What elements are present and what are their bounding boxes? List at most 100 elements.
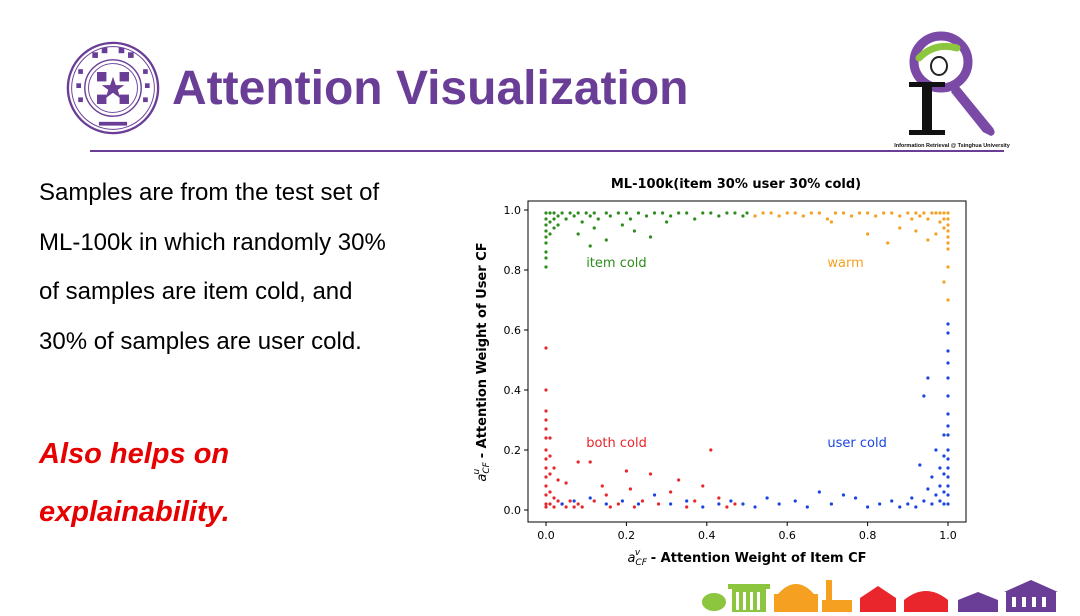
point-warm — [938, 220, 942, 224]
point-item-cold — [725, 211, 729, 215]
point-warm — [926, 217, 930, 221]
point-user-cold — [898, 505, 902, 509]
point-both-cold — [669, 490, 673, 494]
y-axis-label-math: a — [475, 474, 490, 482]
highlight-line: Also helps on — [39, 438, 230, 470]
point-both-cold — [568, 499, 572, 503]
point-item-cold — [544, 211, 548, 215]
point-item-cold — [701, 211, 705, 215]
chart-title: ML-100k(item 30% user 30% cold) — [611, 177, 861, 192]
title-divider — [90, 150, 1004, 152]
highlight-text: Also helps on explainability. — [39, 425, 399, 541]
point-both-cold — [548, 490, 552, 494]
series-label-both-cold: both cold — [586, 436, 647, 451]
plot-frame — [527, 200, 967, 523]
point-both-cold — [544, 457, 548, 461]
point-item-cold — [709, 211, 713, 215]
point-warm — [874, 214, 878, 218]
point-both-cold — [648, 472, 653, 476]
point-both-cold — [576, 460, 580, 464]
point-user-cold — [588, 496, 592, 500]
point-user-cold — [946, 376, 950, 380]
point-both-cold — [701, 484, 705, 488]
point-user-cold — [717, 502, 721, 506]
point-both-cold — [544, 466, 548, 470]
point-user-cold — [620, 499, 624, 503]
point-warm — [898, 226, 902, 230]
point-user-cold — [946, 502, 950, 506]
point-item-cold — [544, 241, 548, 245]
point-item-cold — [608, 214, 612, 218]
point-item-cold — [741, 214, 745, 218]
point-item-cold — [669, 214, 673, 218]
point-item-cold — [548, 211, 552, 215]
point-warm — [829, 220, 834, 224]
series-label-item-cold: item cold — [586, 256, 646, 271]
y-axis-label: aCFu - Attention Weight of User CF — [472, 242, 492, 481]
point-user-cold — [938, 484, 942, 488]
point-user-cold — [942, 502, 946, 506]
point-warm — [882, 211, 886, 215]
point-both-cold — [544, 409, 548, 413]
point-warm — [918, 214, 922, 218]
point-warm — [809, 211, 813, 215]
point-user-cold — [729, 499, 733, 503]
point-user-cold — [829, 502, 834, 506]
point-user-cold — [942, 433, 946, 437]
point-item-cold — [544, 250, 548, 254]
point-both-cold — [544, 388, 548, 392]
point-item-cold — [660, 211, 665, 215]
point-both-cold — [588, 460, 592, 464]
highlight-line: explainability. — [39, 496, 230, 528]
y-axis-label-text: - Attention Weight of User CF — [475, 242, 490, 462]
point-both-cold — [640, 499, 645, 503]
point-item-cold — [616, 211, 620, 215]
x-axis-label-sub: CF — [635, 558, 647, 568]
point-user-cold — [946, 448, 950, 452]
point-item-cold — [544, 223, 548, 227]
point-warm — [886, 241, 890, 245]
point-both-cold — [576, 502, 580, 506]
point-both-cold — [600, 484, 604, 488]
point-user-cold — [946, 475, 950, 479]
point-warm — [769, 211, 773, 215]
point-user-cold — [910, 496, 914, 500]
tsinghua-seal-icon — [66, 41, 160, 135]
point-item-cold — [652, 211, 657, 215]
point-item-cold — [560, 211, 564, 215]
point-item-cold — [548, 232, 552, 236]
point-both-cold — [564, 505, 568, 509]
point-item-cold — [552, 217, 556, 221]
point-warm — [946, 217, 950, 221]
point-warm — [785, 211, 789, 215]
point-warm — [825, 217, 829, 221]
point-user-cold — [906, 502, 910, 506]
point-both-cold — [572, 505, 576, 509]
point-item-cold — [556, 214, 560, 218]
point-warm — [898, 214, 902, 218]
point-both-cold — [604, 493, 608, 497]
point-both-cold — [544, 418, 548, 422]
series-label-warm: warm — [827, 256, 863, 271]
x-tick-label: 1.0 — [939, 529, 957, 542]
point-item-cold — [576, 211, 580, 215]
point-user-cold — [866, 505, 870, 509]
point-user-cold — [922, 394, 926, 398]
point-warm — [930, 211, 934, 215]
point-warm — [910, 217, 914, 221]
point-user-cold — [918, 463, 922, 467]
point-both-cold — [632, 505, 637, 509]
point-item-cold — [544, 256, 548, 260]
point-user-cold — [930, 475, 934, 479]
point-item-cold — [644, 214, 649, 218]
point-warm — [914, 211, 918, 215]
point-item-cold — [624, 211, 628, 215]
point-both-cold — [544, 484, 548, 488]
point-user-cold — [890, 499, 894, 503]
point-user-cold — [669, 502, 673, 506]
point-item-cold — [717, 214, 721, 218]
point-warm — [866, 211, 870, 215]
point-both-cold — [608, 505, 612, 509]
point-warm — [946, 298, 950, 302]
point-user-cold — [946, 424, 950, 428]
